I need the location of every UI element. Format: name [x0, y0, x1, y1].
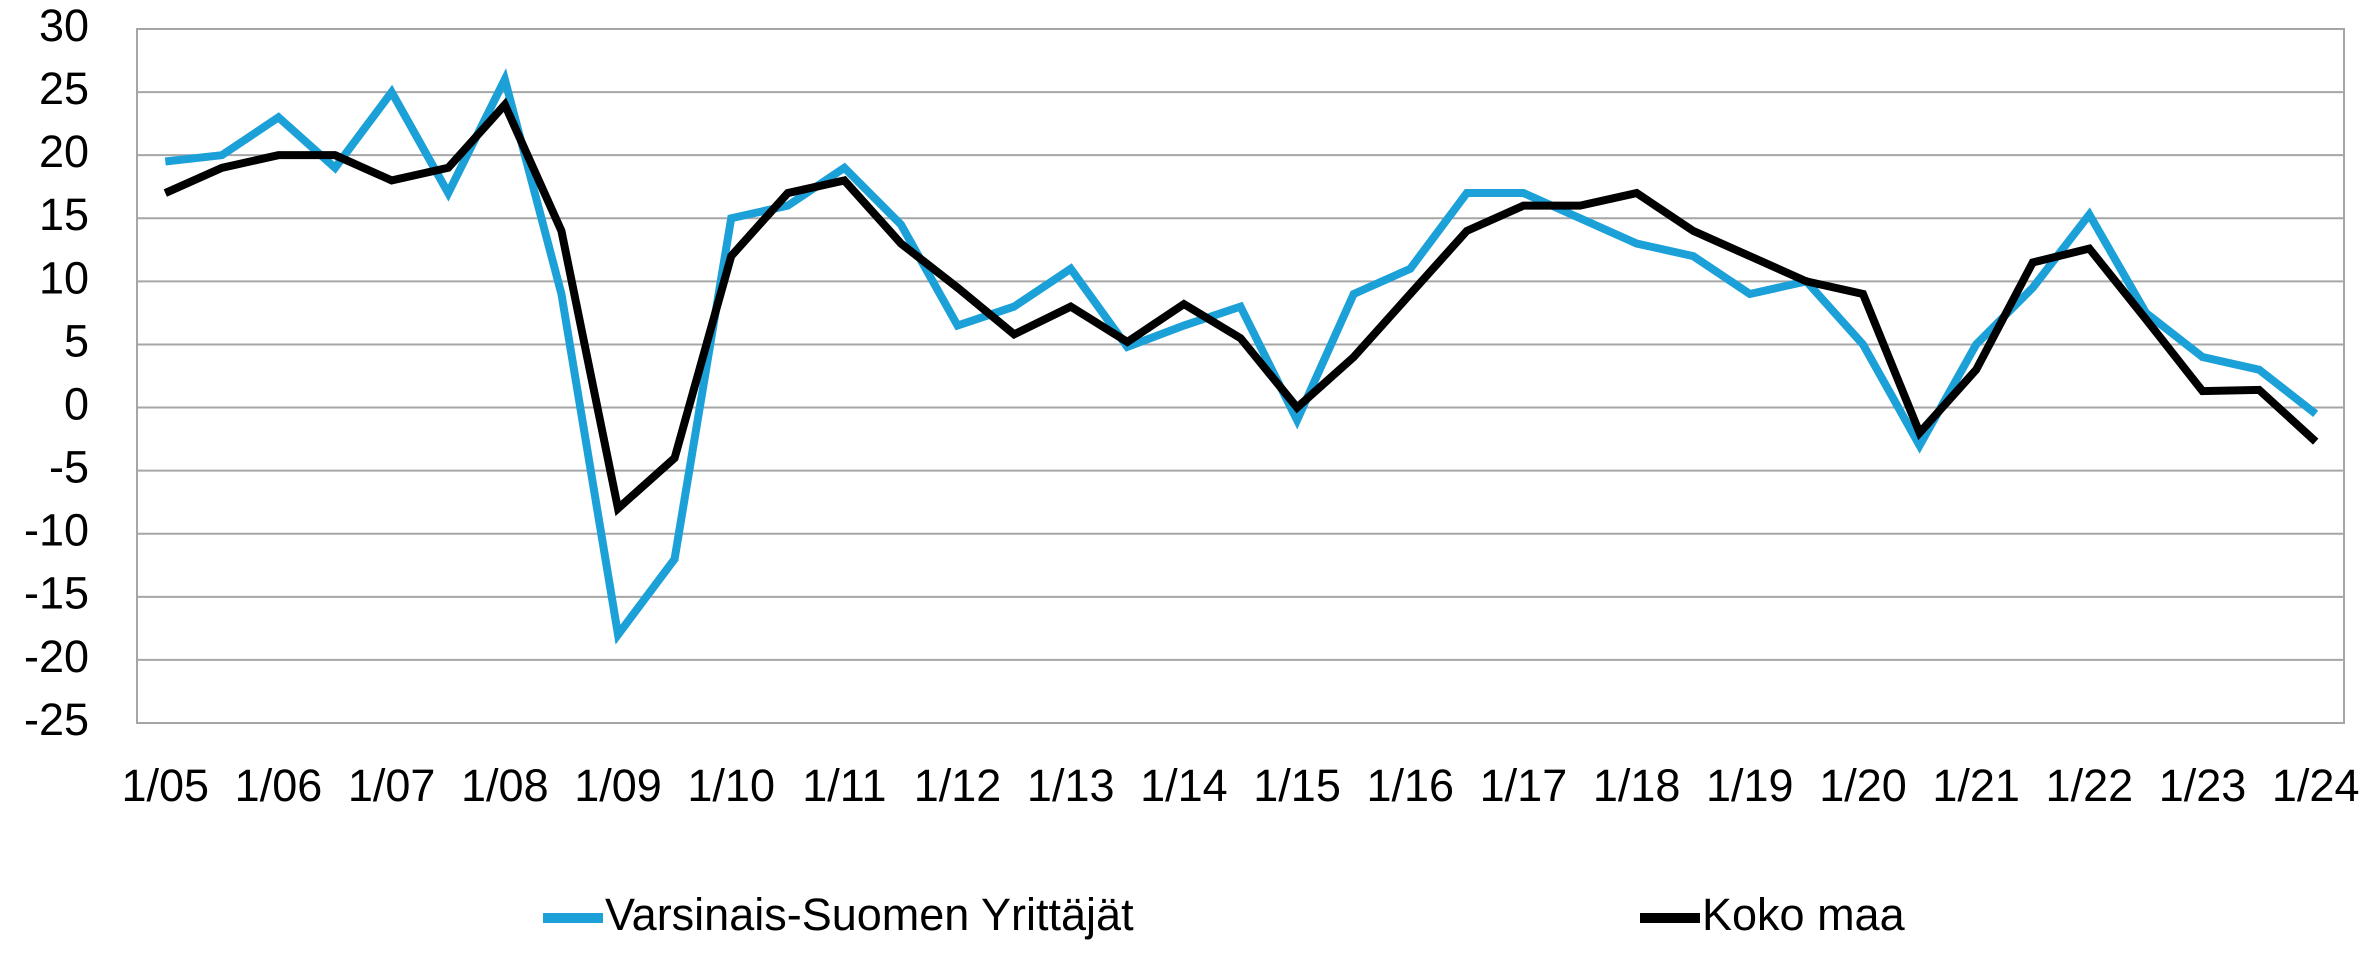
- x-tick-label: 1/09: [574, 760, 662, 811]
- y-tick-label: -10: [24, 505, 89, 556]
- y-tick-label: -5: [49, 442, 89, 493]
- y-tick-label: 30: [39, 0, 89, 51]
- y-tick-label: -25: [24, 694, 89, 745]
- x-tick-label: 1/14: [1140, 760, 1228, 811]
- y-tick-label: 10: [39, 252, 89, 303]
- x-tick-label: 1/05: [121, 760, 209, 811]
- x-tick-label: 1/20: [1819, 760, 1907, 811]
- x-tick-label: 1/22: [2046, 760, 2134, 811]
- x-tick-label: 1/24: [2272, 760, 2360, 811]
- x-tick-label: 1/21: [1932, 760, 2020, 811]
- x-tick-label: 1/17: [1480, 760, 1568, 811]
- y-tick-label: 0: [64, 378, 89, 429]
- legend-label: Koko maa: [1702, 889, 1906, 940]
- x-tick-label: 1/16: [1366, 760, 1454, 811]
- y-tick-label: 5: [64, 315, 89, 366]
- y-tick-label: 25: [39, 63, 89, 114]
- y-tick-label: 15: [39, 189, 89, 240]
- x-tick-label: 1/08: [461, 760, 549, 811]
- x-tick-label: 1/12: [914, 760, 1002, 811]
- x-tick-label: 1/18: [1593, 760, 1681, 811]
- x-tick-label: 1/10: [687, 760, 775, 811]
- x-tick-label: 1/15: [1253, 760, 1341, 811]
- legend-label: Varsinais-Suomen Yrittäjät: [605, 889, 1134, 940]
- series-line: [163, 97, 2319, 517]
- y-tick-label: 20: [39, 126, 89, 177]
- x-tick-label: 1/19: [1706, 760, 1794, 811]
- plot-border: [136, 28, 2345, 724]
- x-tick-label: 1/07: [348, 760, 436, 811]
- x-tick-label: 1/06: [235, 760, 323, 811]
- x-tick-label: 1/23: [2159, 760, 2247, 811]
- x-tick-label: 1/13: [1027, 760, 1115, 811]
- series-line: [164, 68, 2319, 645]
- x-tick-label: 1/11: [802, 760, 886, 811]
- y-tick-label: -20: [24, 631, 89, 682]
- y-tick-label: -15: [24, 568, 89, 619]
